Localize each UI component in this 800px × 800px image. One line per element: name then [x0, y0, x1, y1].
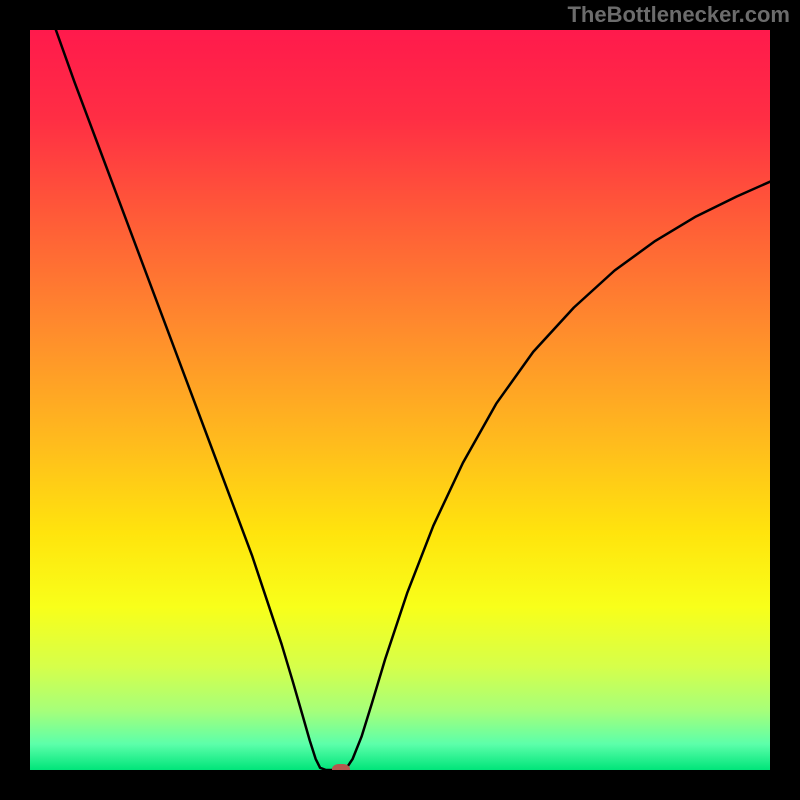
gradient-background [30, 30, 770, 770]
plot-area [30, 30, 770, 770]
optimal-point-marker [332, 764, 350, 770]
watermark-label: TheBottlenecker.com [567, 2, 790, 28]
bottleneck-curve [30, 30, 770, 770]
